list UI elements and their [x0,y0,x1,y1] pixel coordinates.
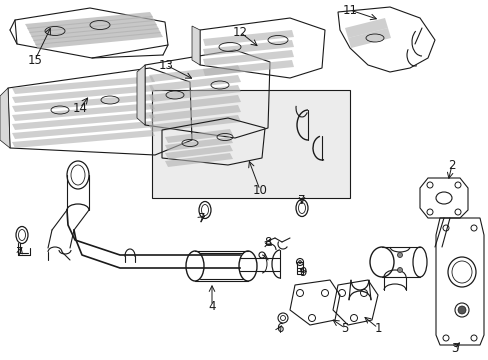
Ellipse shape [298,261,301,264]
Polygon shape [0,88,10,148]
Text: 13: 13 [158,59,173,72]
Text: 7: 7 [198,212,205,225]
Polygon shape [164,129,232,143]
Bar [152,90,349,198]
Polygon shape [203,50,293,66]
Polygon shape [35,32,163,49]
Ellipse shape [397,267,402,273]
Polygon shape [149,95,241,112]
Polygon shape [29,20,157,37]
Text: 8: 8 [264,235,271,248]
Ellipse shape [397,252,402,257]
Ellipse shape [457,306,465,314]
Text: 4: 4 [208,300,215,312]
Polygon shape [12,76,155,94]
Polygon shape [203,40,293,56]
Polygon shape [347,28,390,48]
Text: 2: 2 [447,158,455,171]
Text: 10: 10 [252,184,267,197]
Polygon shape [345,18,387,38]
Text: 14: 14 [72,102,87,114]
Polygon shape [203,30,293,46]
Polygon shape [164,137,232,151]
Text: 12: 12 [232,26,247,39]
Text: 9: 9 [299,266,306,279]
Text: 3: 3 [450,342,458,355]
Polygon shape [12,130,155,148]
Text: 6: 6 [276,321,283,334]
Text: 11: 11 [342,4,357,17]
Polygon shape [203,60,293,76]
Polygon shape [137,65,145,125]
Text: 1: 1 [373,321,381,334]
Text: 7: 7 [298,194,305,207]
Polygon shape [149,85,241,102]
Polygon shape [12,94,155,112]
Polygon shape [164,145,232,159]
Polygon shape [149,105,241,122]
Polygon shape [27,16,155,33]
Polygon shape [25,12,153,29]
Bar [296,262,303,274]
Polygon shape [33,28,161,45]
Text: 7: 7 [16,246,24,258]
Text: 5: 5 [341,321,348,334]
Polygon shape [12,103,155,121]
Polygon shape [164,153,232,167]
Polygon shape [12,112,155,130]
Polygon shape [192,26,200,65]
Polygon shape [149,75,241,92]
Polygon shape [149,115,241,132]
Polygon shape [149,65,241,82]
Polygon shape [31,24,159,41]
Polygon shape [12,121,155,139]
Polygon shape [12,85,155,103]
Text: 15: 15 [27,54,42,67]
